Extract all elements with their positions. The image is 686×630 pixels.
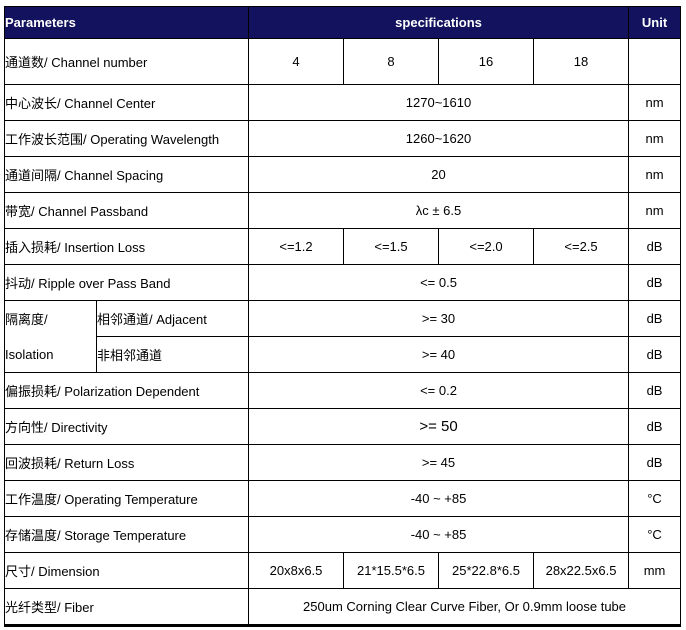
spec-value: 20x8x6.5 xyxy=(248,552,345,589)
param-cell: 方向性/ Directivity xyxy=(3,408,250,445)
param-cell: 抖动/ Ripple over Pass Band xyxy=(3,264,250,301)
unit-cell: dB xyxy=(628,336,682,373)
header-parameters: Parameters xyxy=(3,6,250,39)
spec-value: >= 45 xyxy=(248,444,630,481)
table-row-channel-number: 通道数/ Channel number 4 8 16 18 xyxy=(3,38,682,85)
sub-param-cell: 相邻通道/ Adjacent xyxy=(95,300,250,337)
isolation-label-en: Isolation xyxy=(5,346,54,362)
unit-cell: dB xyxy=(628,408,682,445)
spec-value: 16 xyxy=(438,38,535,85)
table-row-dimension: 尺寸/ Dimension 20x8x6.5 21*15.5*6.5 25*22… xyxy=(3,552,682,589)
table-row-operating-temperature: 工作温度/ Operating Temperature -40 ~ +85 °C xyxy=(3,480,682,517)
table-row-insertion-loss: 插入损耗/ Insertion Loss <=1.2 <=1.5 <=2.0 <… xyxy=(3,228,682,265)
unit-cell: dB xyxy=(628,300,682,337)
table-row-fiber: 光纤类型/ Fiber 250um Corning Clear Curve Fi… xyxy=(3,588,682,627)
sub-param-cell: 非相邻通道 xyxy=(95,336,250,373)
param-cell: 回波损耗/ Return Loss xyxy=(3,444,250,481)
table-row-operating-wavelength: 工作波长范围/ Operating Wavelength 1260~1620 n… xyxy=(3,120,682,157)
spec-value: <= 0.2 xyxy=(248,372,630,409)
table-row-isolation-nonadjacent: 非相邻通道 >= 40 dB xyxy=(5,336,682,373)
spec-value: -40 ~ +85 xyxy=(248,480,630,517)
unit-cell: nm xyxy=(628,84,682,121)
unit-cell: °C xyxy=(628,480,682,517)
param-cell: 尺寸/ Dimension xyxy=(3,552,250,589)
table-row-isolation-adjacent: 隔离度/ Isolation 相邻通道/ Adjacent >= 30 dB xyxy=(4,300,682,373)
param-cell: 工作温度/ Operating Temperature xyxy=(3,480,250,517)
param-cell: 通道间隔/ Channel Spacing xyxy=(3,156,250,193)
unit-cell: dB xyxy=(628,228,682,265)
header-specifications: specifications xyxy=(248,6,630,39)
spec-value: λc ± 6.5 xyxy=(248,192,630,229)
spec-value: 250um Corning Clear Curve Fiber, Or 0.9m… xyxy=(248,588,682,627)
table-row-return-loss: 回波损耗/ Return Loss >= 45 dB xyxy=(3,444,682,481)
table-row-channel-spacing: 通道间隔/ Channel Spacing 20 nm xyxy=(3,156,682,193)
spec-value: 25*22.8*6.5 xyxy=(438,552,535,589)
spec-value: 4 xyxy=(248,38,345,85)
spec-value: <= 0.5 xyxy=(248,264,630,301)
isolation-label-cjk: 隔离度/ xyxy=(5,311,48,327)
spec-value: >= 50 xyxy=(248,408,630,445)
spec-table: Parameters specifications Unit 通道数/ Chan… xyxy=(3,6,682,627)
spec-value: 1260~1620 xyxy=(248,120,630,157)
spec-value: -40 ~ +85 xyxy=(248,516,630,553)
spec-value: >= 40 xyxy=(248,336,630,373)
unit-cell: nm xyxy=(628,192,682,229)
param-cell: 带宽/ Channel Passband xyxy=(3,192,250,229)
unit-cell: dB xyxy=(628,264,682,301)
table-row-channel-center: 中心波长/ Channel Center 1270~1610 nm xyxy=(3,84,682,121)
spec-value: >= 30 xyxy=(248,300,630,337)
spec-value: <=1.5 xyxy=(343,228,440,265)
spec-value: 18 xyxy=(533,38,630,85)
table-row-directivity: 方向性/ Directivity >= 50 dB xyxy=(3,408,682,445)
param-cell: 偏振损耗/ Polarization Dependent xyxy=(3,372,250,409)
param-cell: 工作波长范围/ Operating Wavelength xyxy=(3,120,250,157)
unit-cell: nm xyxy=(628,156,682,193)
spec-value: 28x22.5x6.5 xyxy=(533,552,630,589)
param-cell: 光纤类型/ Fiber xyxy=(3,588,250,627)
spec-value: 8 xyxy=(343,38,440,85)
param-cell: 存储温度/ Storage Temperature xyxy=(3,516,250,553)
unit-cell: dB xyxy=(628,372,682,409)
table-header-row: Parameters specifications Unit xyxy=(3,6,682,39)
spec-value: <=1.2 xyxy=(248,228,345,265)
spec-value: 20 xyxy=(248,156,630,193)
unit-cell xyxy=(628,38,682,85)
spec-value: <=2.5 xyxy=(533,228,630,265)
table-row-channel-passband: 带宽/ Channel Passband λc ± 6.5 nm xyxy=(3,192,682,229)
param-cell: 插入损耗/ Insertion Loss xyxy=(3,228,250,265)
unit-cell: nm xyxy=(628,120,682,157)
unit-cell: mm xyxy=(628,552,682,589)
param-cell: 通道数/ Channel number xyxy=(3,38,250,85)
spec-value: 1270~1610 xyxy=(248,84,630,121)
unit-cell: dB xyxy=(628,444,682,481)
table-row-polarization: 偏振损耗/ Polarization Dependent <= 0.2 dB xyxy=(3,372,682,409)
unit-cell: °C xyxy=(628,516,682,553)
table-row-storage-temperature: 存储温度/ Storage Temperature -40 ~ +85 °C xyxy=(3,516,682,553)
spec-value: <=2.0 xyxy=(438,228,535,265)
param-cell: 中心波长/ Channel Center xyxy=(3,84,250,121)
spec-value: 21*15.5*6.5 xyxy=(343,552,440,589)
header-unit: Unit xyxy=(628,6,682,39)
param-cell-isolation-group: 隔离度/ Isolation xyxy=(4,300,97,373)
table-row-ripple: 抖动/ Ripple over Pass Band <= 0.5 dB xyxy=(3,264,682,301)
